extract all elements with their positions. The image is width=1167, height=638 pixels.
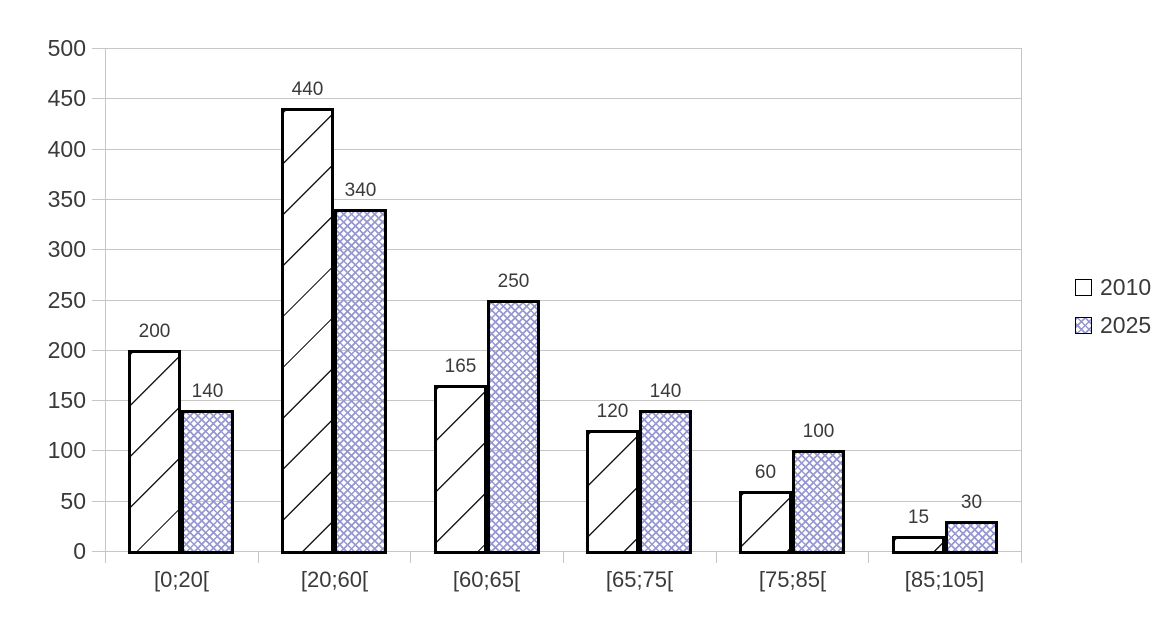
x-axis-tick	[258, 551, 259, 563]
y-axis-tick	[92, 199, 105, 200]
legend-swatch-2025	[1075, 316, 1092, 334]
value-label-2010-[0;20[: 200	[138, 321, 171, 342]
gridline	[105, 501, 1021, 502]
gridline	[105, 199, 1021, 200]
y-tick-label: 0	[73, 538, 86, 564]
bar-2025-[60;65[	[487, 300, 540, 554]
y-axis-tick	[92, 350, 105, 351]
value-label-2010-[20;60[: 440	[291, 79, 324, 100]
value-label-2010-[60;65[: 165	[444, 356, 477, 377]
bar-2010-[65;75[	[586, 430, 639, 554]
bar-2025-[65;75[	[639, 410, 692, 554]
bar-2025-[20;60[	[334, 209, 387, 554]
value-label-2025-[85;105]: 30	[960, 492, 983, 513]
x-tick-label: [20;60[	[300, 567, 369, 592]
value-label-2025-[75;85[: 100	[802, 421, 835, 442]
value-label-2025-[60;65[: 250	[497, 271, 530, 292]
y-tick-label: 300	[47, 236, 86, 262]
gridline	[105, 400, 1021, 401]
value-label-2010-[75;85[: 60	[754, 462, 777, 483]
bar-2010-[60;65[	[434, 385, 487, 554]
gridline	[105, 98, 1021, 99]
y-axis-tick	[92, 450, 105, 451]
gridline	[105, 450, 1021, 451]
y-tick-label: 400	[47, 136, 86, 162]
y-tick-label: 150	[47, 387, 86, 413]
y-tick-label: 200	[47, 337, 86, 363]
gridline	[105, 350, 1021, 351]
y-axis-tick	[92, 48, 105, 49]
value-label-2010-[65;75[: 120	[596, 401, 629, 422]
gridline	[105, 249, 1021, 250]
x-axis-tick	[410, 551, 411, 563]
bar-2025-[75;85[	[792, 450, 845, 554]
y-axis-tick	[92, 98, 105, 99]
x-tick-label: [85;105]	[904, 567, 985, 592]
value-label-2025-[20;60[: 340	[344, 180, 377, 201]
value-label-2025-[0;20[: 140	[191, 381, 224, 402]
bar-2010-[85;105]	[892, 536, 945, 554]
y-axis-tick	[92, 501, 105, 502]
y-axis-tick	[92, 149, 105, 150]
legend: 2010 2025	[1075, 274, 1151, 350]
legend-label-2025: 2025	[1100, 312, 1152, 338]
bar-2010-[20;60[	[281, 108, 334, 554]
y-tick-label: 500	[47, 35, 86, 61]
bar-2025-[0;20[	[181, 410, 234, 554]
x-axis-tick	[868, 551, 869, 563]
legend-swatch-2010	[1075, 278, 1092, 296]
x-axis-tick	[563, 551, 564, 563]
plot-right-border	[1021, 48, 1022, 563]
y-axis-tick	[92, 400, 105, 401]
y-tick-label: 100	[47, 437, 86, 463]
x-axis-tick	[716, 551, 717, 563]
x-tick-label: [65;75[	[605, 567, 674, 592]
x-tick-label: [60;65[	[452, 567, 521, 592]
gridline	[105, 149, 1021, 150]
legend-item-2010: 2010	[1075, 274, 1151, 300]
value-label-2010-[85;105]: 15	[907, 507, 930, 528]
x-tick-label: [0;20[	[153, 567, 210, 592]
x-tick-label: [75;85[	[758, 567, 827, 592]
bar-2025-[85;105]	[945, 521, 998, 554]
legend-label-2010: 2010	[1100, 274, 1152, 300]
y-tick-label: 350	[47, 186, 86, 212]
bar-2010-[0;20[	[128, 350, 181, 554]
y-axis-tick	[92, 551, 105, 552]
legend-item-2025: 2025	[1075, 312, 1151, 338]
y-axis-tick	[92, 300, 105, 301]
value-label-2025-[65;75[: 140	[649, 381, 682, 402]
y-axis-line	[105, 48, 106, 563]
y-tick-label: 450	[47, 85, 86, 111]
y-tick-label: 250	[47, 287, 86, 313]
y-tick-label: 50	[60, 488, 86, 514]
gridline	[105, 300, 1021, 301]
y-axis-tick	[92, 249, 105, 250]
bar-2010-[75;85[	[739, 491, 792, 554]
gridline	[105, 48, 1021, 49]
